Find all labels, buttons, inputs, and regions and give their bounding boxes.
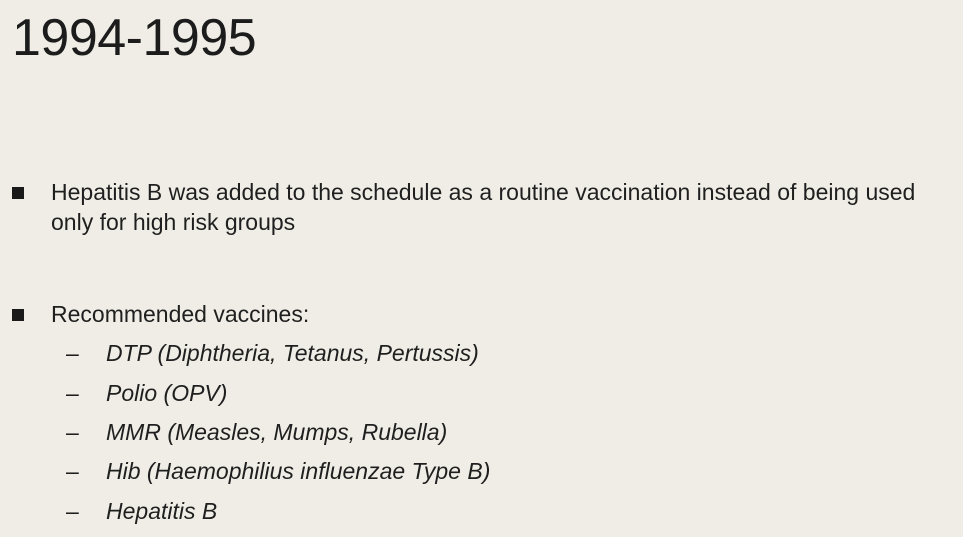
sub-list-item-hib: – Hib (Haemophilius influenzae Type B)	[66, 456, 866, 486]
bullet-item-recommended-vaccines: Recommended vaccines:	[12, 299, 952, 329]
sub-item-text: MMR (Measles, Mumps, Rubella)	[106, 419, 448, 445]
sub-item-text: Polio (OPV)	[106, 380, 228, 406]
dash-bullet: –	[66, 340, 79, 366]
sub-list-item-dtp: – DTP (Diphtheria, Tetanus, Pertussis)	[66, 338, 866, 368]
dash-bullet: –	[66, 458, 79, 484]
sub-list-item-hepatitis-b: – Hepatitis B	[66, 496, 866, 526]
bullet-text: Hepatitis B was added to the schedule as…	[51, 179, 916, 235]
square-bullet-icon	[12, 309, 24, 321]
sub-list-item-mmr: – MMR (Measles, Mumps, Rubella)	[66, 417, 866, 447]
bullet-item-hepatitis-b-routine: Hepatitis B was added to the schedule as…	[12, 177, 952, 239]
sub-item-text: DTP (Diphtheria, Tetanus, Pertussis)	[106, 340, 479, 366]
bullet-text: Recommended vaccines:	[51, 301, 310, 327]
slide-title: 1994-1995	[12, 9, 257, 67]
sub-item-text: Hib (Haemophilius influenzae Type B)	[106, 458, 491, 484]
square-bullet-icon	[12, 187, 24, 199]
sub-item-text: Hepatitis B	[106, 498, 218, 524]
dash-bullet: –	[66, 380, 79, 406]
sub-list-item-polio: – Polio (OPV)	[66, 378, 866, 408]
dash-bullet: –	[66, 419, 79, 445]
dash-bullet: –	[66, 498, 79, 524]
